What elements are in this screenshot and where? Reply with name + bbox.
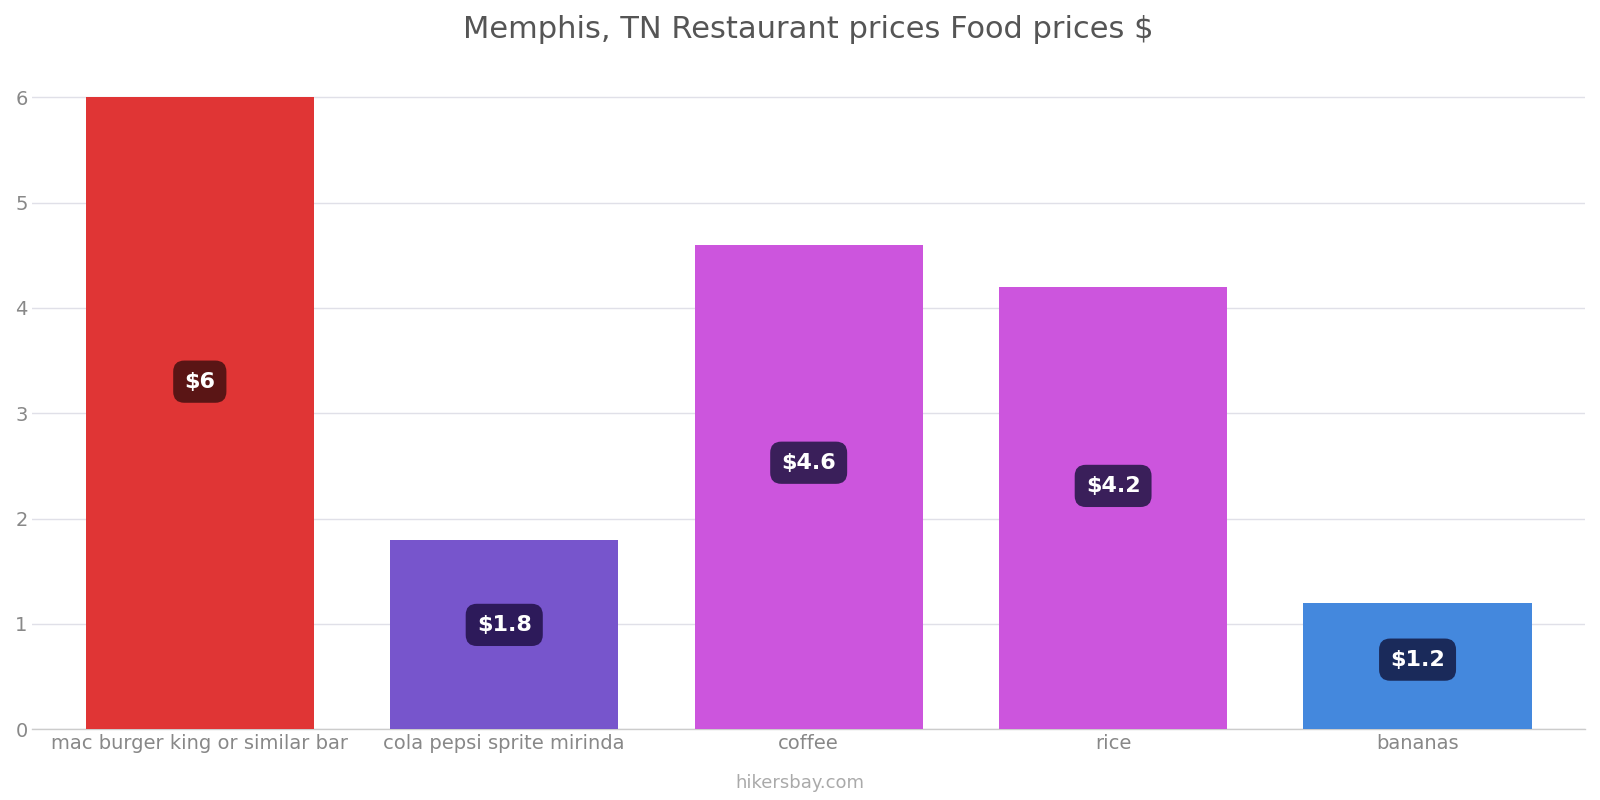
Bar <box>1304 602 1531 729</box>
Bar <box>998 287 1227 729</box>
Text: hikersbay.com: hikersbay.com <box>736 774 864 792</box>
Text: $4.2: $4.2 <box>1086 476 1141 496</box>
Title: Memphis, TN Restaurant prices Food prices $: Memphis, TN Restaurant prices Food price… <box>464 15 1154 44</box>
Text: $4.6: $4.6 <box>781 453 837 473</box>
Text: $1.8: $1.8 <box>477 615 531 635</box>
Bar <box>86 98 314 729</box>
Text: $1.2: $1.2 <box>1390 650 1445 670</box>
Bar <box>390 540 619 729</box>
Text: $6: $6 <box>184 372 216 392</box>
Bar <box>694 245 923 729</box>
